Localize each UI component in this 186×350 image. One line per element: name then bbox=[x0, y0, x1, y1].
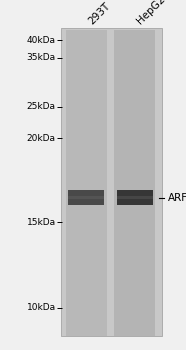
Bar bbox=[61, 28, 162, 336]
Text: 25kDa: 25kDa bbox=[27, 102, 56, 111]
Bar bbox=[66, 30, 107, 336]
Bar bbox=[117, 190, 153, 205]
Text: 40kDa: 40kDa bbox=[27, 36, 56, 45]
Text: 10kDa: 10kDa bbox=[27, 303, 56, 313]
Text: HepG2: HepG2 bbox=[135, 0, 167, 26]
Bar bbox=[68, 190, 105, 205]
Text: 20kDa: 20kDa bbox=[27, 134, 56, 143]
Text: 35kDa: 35kDa bbox=[27, 53, 56, 62]
Text: ARF6: ARF6 bbox=[168, 193, 186, 203]
Bar bbox=[68, 196, 105, 199]
Text: 15kDa: 15kDa bbox=[27, 218, 56, 227]
Text: 293T: 293T bbox=[86, 1, 112, 26]
Bar bbox=[114, 30, 155, 336]
Bar bbox=[117, 196, 153, 199]
